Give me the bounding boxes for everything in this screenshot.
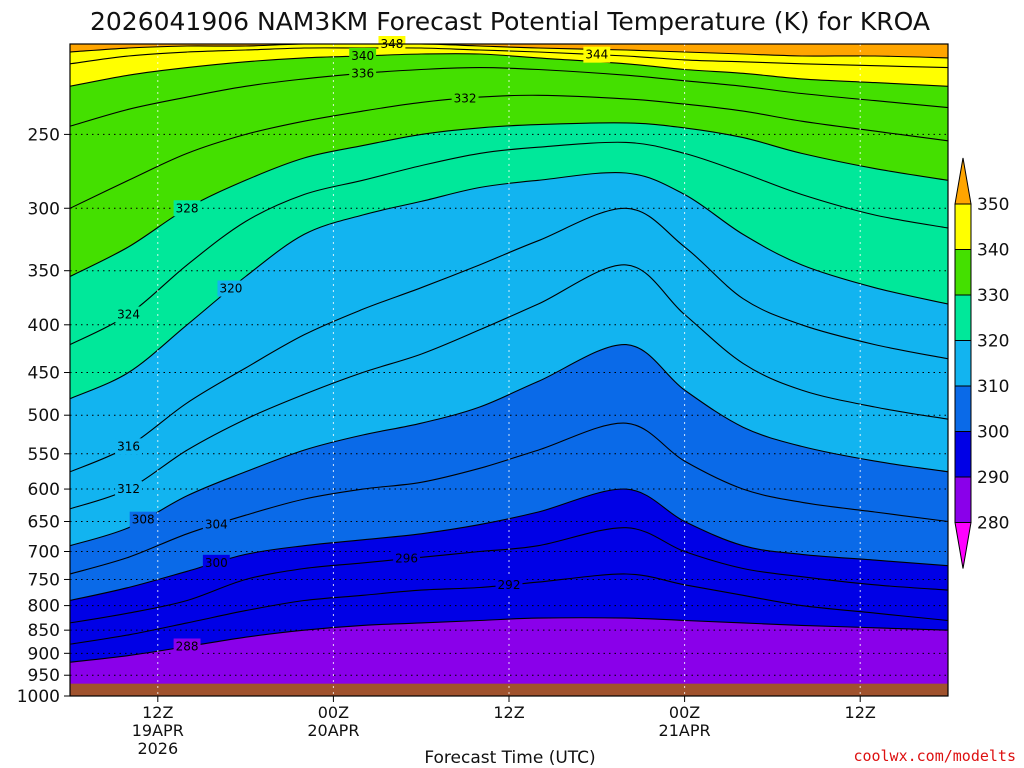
x-tick-label-18-0: 00Z (318, 703, 349, 722)
y-tick-label-350: 350 (28, 262, 60, 282)
contour-label-332: 332 (454, 91, 477, 105)
contour-label-308: 308 (132, 513, 155, 527)
colorbar-label-350: 350 (977, 195, 1009, 215)
isentrope-296 (70, 527, 948, 624)
contour-label-304: 304 (205, 517, 228, 531)
contour-label-bg-308 (129, 511, 157, 528)
colorbar-label-300: 300 (977, 423, 1009, 443)
colorbar-segment-280 (954, 476, 972, 523)
y-tick-label-400: 400 (28, 316, 60, 336)
contour-label-312: 312 (117, 482, 140, 496)
contour-label-324: 324 (117, 308, 140, 322)
y-tick-label-800: 800 (28, 597, 60, 617)
pressure-axis: 250 300 350 400 450 500 550 600 650 700 750 800 850 9… (17, 125, 70, 707)
x-tick-label-42-0: 00Z (669, 703, 700, 722)
contour-label-288: 288 (176, 640, 199, 654)
chart-title: 2026041906 NAM3KM Forecast Potential Tem… (90, 7, 930, 36)
contour-label-328: 328 (176, 201, 199, 215)
isentrope-312 (70, 264, 948, 510)
isentrope-320 (70, 172, 948, 400)
grid-lines (70, 44, 948, 697)
contour-label-bg-316 (115, 438, 142, 455)
y-tick-label-250: 250 (28, 125, 60, 145)
colorbar-segment-340 (954, 203, 972, 250)
contour-label-320: 320 (220, 282, 243, 296)
x-tick-label-30-0: 12Z (493, 703, 524, 722)
contour-label-bg-324 (115, 306, 142, 323)
credit-text: coolwx.com/modelts (853, 747, 1016, 765)
colorbar-segment-290 (954, 431, 972, 478)
colorbar-label-280: 280 (977, 514, 1009, 534)
colorbar: 350 340 330 320 310 300 290 280 (954, 157, 1009, 569)
colorbar-segment-330 (954, 249, 972, 296)
y-tick-label-450: 450 (28, 364, 60, 384)
contour-label-292: 292 (498, 578, 521, 592)
y-tick-label-600: 600 (28, 480, 60, 500)
y-tick-label-750: 750 (28, 570, 60, 590)
contour-label-bg-332 (451, 90, 479, 107)
contour-label-bg-320 (217, 280, 245, 297)
y-tick-label-500: 500 (28, 406, 60, 426)
contour-label-bg-336 (349, 65, 377, 82)
y-tick-label-650: 650 (28, 512, 60, 532)
x-tick-label-6-2: 2026 (137, 739, 178, 758)
y-tick-label-850: 850 (28, 621, 60, 641)
theta-color-fill (70, 44, 948, 696)
y-tick-label-1000: 1000 (17, 687, 60, 707)
contour-label-bg-312 (115, 481, 142, 498)
contour-label-bg-288 (173, 638, 201, 655)
contour-label-296: 296 (395, 552, 418, 566)
contour-label-bg-340 (349, 47, 377, 64)
colorbar-bottom-arrow (954, 522, 972, 569)
isentrope-324 (70, 141, 948, 346)
colorbar-label-310: 310 (977, 377, 1009, 397)
colorbar-label-290: 290 (977, 468, 1009, 488)
colorbar-label-330: 330 (977, 286, 1009, 306)
y-tick-label-550: 550 (28, 445, 60, 465)
isentrope-316 (70, 207, 948, 473)
x-tick-label-18-1: 20APR (307, 721, 359, 740)
x-tick-label-6-1: 19APR (132, 721, 184, 740)
isentrope-292 (70, 573, 948, 645)
colorbar-label-340: 340 (977, 241, 1009, 261)
isentrope-332 (70, 94, 948, 209)
colorbar-segment-300 (954, 385, 972, 432)
contour-label-300: 300 (205, 556, 228, 570)
contour-label-bg-292 (495, 576, 523, 593)
colorbar-top-arrow (954, 157, 972, 205)
contour-label-bg-328 (173, 200, 201, 217)
isentrope-288 (70, 617, 948, 663)
contour-label-340: 340 (351, 49, 374, 63)
contour-label-bg-344 (583, 46, 611, 63)
isentrope-348 (70, 44, 948, 59)
isentrope-340 (70, 53, 948, 87)
isentrope-344 (70, 47, 948, 69)
x-tick-label-6-0: 12Z (142, 703, 173, 722)
y-tick-label-950: 950 (28, 666, 60, 686)
colorbar-label-320: 320 (977, 332, 1009, 352)
ground-surface (70, 683, 948, 696)
x-axis-label: Forecast Time (UTC) (424, 748, 595, 768)
contour-label-344: 344 (585, 48, 608, 62)
colorbar-segment-320 (954, 294, 972, 341)
x-tick-label-42-1: 21APR (659, 721, 711, 740)
contour-label-bg-300 (202, 554, 230, 571)
contour-label-bg-296 (393, 550, 421, 567)
contour-label-bg-304 (202, 516, 230, 533)
isentrope-336 (70, 67, 948, 127)
y-tick-label-300: 300 (28, 199, 60, 219)
colorbar-segment-310 (954, 340, 972, 387)
y-tick-label-900: 900 (28, 644, 60, 664)
contour-label-316: 316 (117, 439, 140, 453)
contour-label-336: 336 (351, 66, 374, 80)
contour-labels: 288 292 296 300 304 308 312 316 320 324 328 332 336 3… (115, 36, 611, 655)
y-tick-label-700: 700 (28, 543, 60, 563)
x-tick-label-54-0: 12Z (845, 703, 876, 722)
isentrope-308 (70, 344, 948, 547)
